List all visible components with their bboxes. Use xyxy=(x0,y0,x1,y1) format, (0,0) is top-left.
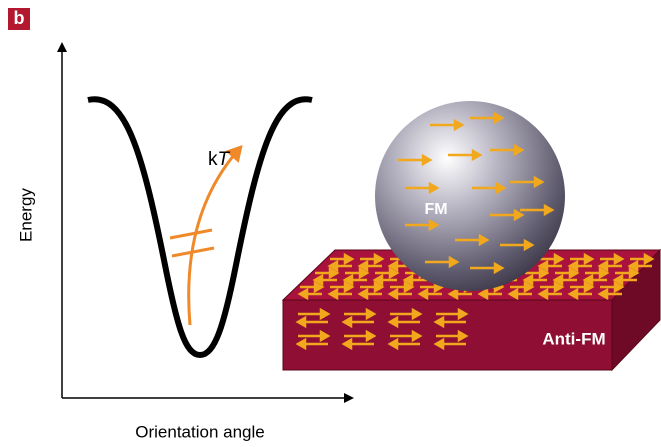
energy-curve xyxy=(88,99,312,355)
k: k xyxy=(208,149,218,170)
t: T xyxy=(218,149,231,170)
thermal-arrow xyxy=(189,148,240,325)
substrate-label: Anti-FM xyxy=(542,329,605,348)
ferromagnet-particle xyxy=(375,101,565,291)
y-axis-label: Energy xyxy=(16,188,35,242)
particle-label: FM xyxy=(424,201,447,218)
break-mark xyxy=(170,230,212,238)
kt-label: kT xyxy=(208,149,231,170)
x-axis-label: Orientation angle xyxy=(135,422,264,441)
figure: b Energy Orientation angle kT FM Anti-FM xyxy=(0,0,661,447)
panel-label: b xyxy=(14,8,25,28)
